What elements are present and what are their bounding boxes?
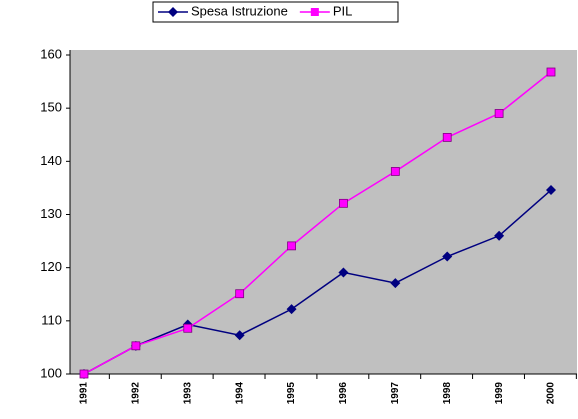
- y-tick-label: 130: [40, 206, 62, 221]
- x-tick-label: 1994: [234, 382, 245, 405]
- marker: [390, 167, 400, 176]
- legend-label: Spesa Istruzione: [191, 3, 288, 18]
- x-tick-label: 1996: [338, 382, 349, 405]
- marker: [235, 289, 245, 299]
- marker: [338, 267, 349, 278]
- x-tick-label: 1999: [494, 382, 505, 405]
- x-tick-label: 1995: [286, 382, 297, 405]
- series-line: [83, 189, 552, 375]
- marker: [546, 67, 556, 77]
- marker: [442, 133, 452, 142]
- marker: [234, 330, 245, 341]
- y-tick-label: 160: [40, 46, 62, 61]
- marker: [494, 109, 504, 118]
- series-line: [83, 71, 552, 375]
- marker: [287, 241, 296, 251]
- y-tick-label: 140: [40, 153, 62, 168]
- y-tick-label: 120: [40, 259, 62, 274]
- legend-marker: [310, 8, 319, 16]
- marker: [183, 323, 193, 333]
- marker: [131, 341, 141, 351]
- x-tick-label: 1998: [442, 382, 453, 405]
- marker: [390, 278, 401, 289]
- x-tick-label: 2000: [546, 382, 557, 405]
- marker: [546, 185, 556, 196]
- x-tick-label: 1993: [182, 382, 193, 405]
- x-tick-label: 1992: [131, 382, 142, 405]
- y-tick-label: 100: [40, 365, 62, 380]
- legend-marker: [168, 7, 178, 17]
- x-tick-label: 1991: [79, 382, 90, 405]
- marker: [339, 198, 348, 208]
- y-tick-label: 110: [41, 312, 62, 327]
- x-tick-label: 1997: [390, 382, 401, 405]
- marker: [494, 230, 505, 241]
- legend-label: PIL: [333, 3, 353, 18]
- plot-area: [70, 50, 577, 374]
- legend: Spesa Istruzione PIL: [152, 1, 399, 23]
- marker: [442, 251, 453, 262]
- legend-box: [152, 1, 399, 23]
- marker: [79, 369, 89, 379]
- marker: [286, 304, 297, 315]
- y-tick-label: 150: [40, 100, 62, 115]
